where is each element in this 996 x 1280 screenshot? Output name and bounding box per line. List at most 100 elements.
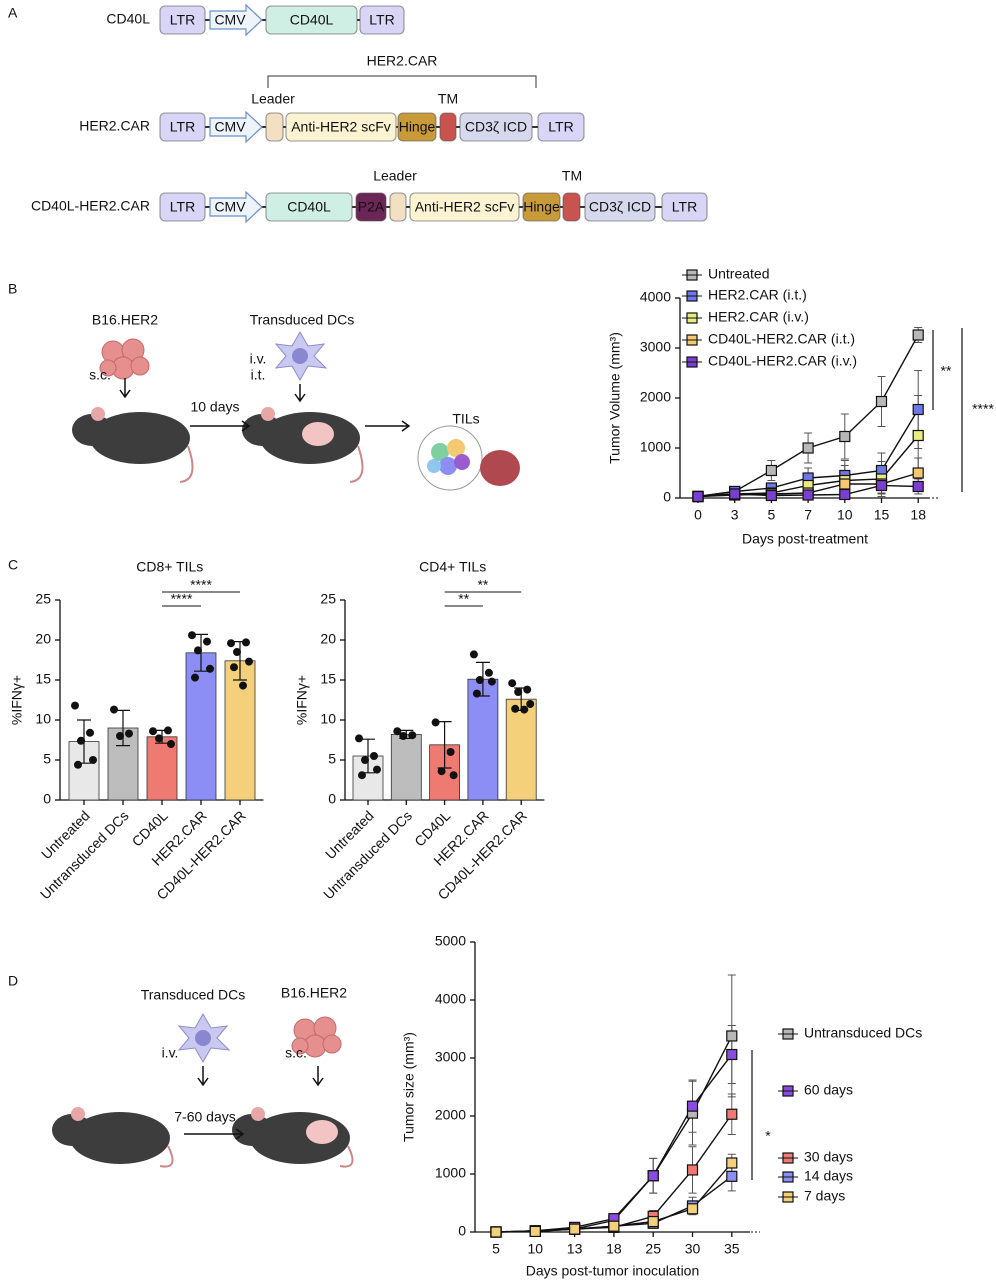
legend-label: CD40L-HER2.CAR (i.v.) bbox=[708, 353, 857, 369]
data-point bbox=[520, 705, 529, 714]
data-point bbox=[233, 648, 241, 656]
data-point bbox=[164, 726, 172, 735]
data-point bbox=[242, 638, 250, 647]
tumor-cells bbox=[291, 1016, 342, 1058]
cells-label: Transduced DCs bbox=[141, 987, 246, 1003]
schematic-b: B16.HER2 Transduced DCs s.c. i.v. i.t. 1… bbox=[72, 312, 520, 491]
mouse bbox=[72, 407, 194, 483]
element-label: CMV bbox=[214, 199, 246, 215]
element-label: LTR bbox=[672, 199, 697, 215]
data-point bbox=[125, 729, 133, 738]
marker bbox=[726, 1108, 738, 1120]
data-point bbox=[149, 727, 157, 736]
construct-name: CD40L bbox=[106, 11, 150, 27]
construct-name: HER2.CAR bbox=[79, 118, 150, 134]
data-point bbox=[361, 756, 369, 764]
element-label: CD40L bbox=[287, 199, 331, 215]
significance-label: **** bbox=[190, 577, 212, 593]
marker bbox=[729, 488, 741, 500]
tumor-cells bbox=[99, 338, 150, 380]
element-box bbox=[159, 112, 206, 142]
x-tick-label: 10 bbox=[837, 507, 853, 523]
element-box bbox=[355, 192, 387, 222]
annotation: TM bbox=[438, 91, 458, 107]
y-tick-label: 1000 bbox=[435, 1165, 466, 1181]
element-box bbox=[359, 5, 405, 35]
data-point bbox=[511, 704, 520, 713]
x-tick-label: 5 bbox=[492, 1241, 500, 1257]
element-label: Anti-HER2 scFv bbox=[415, 199, 515, 215]
legend-label: 60 days bbox=[804, 1082, 853, 1098]
arrow bbox=[312, 1066, 324, 1087]
data-point bbox=[191, 673, 199, 682]
data-point bbox=[487, 677, 496, 686]
significance-label: * bbox=[765, 1128, 771, 1144]
x-tick-label: 18 bbox=[910, 507, 926, 523]
element-box bbox=[537, 112, 585, 142]
data-point bbox=[514, 688, 523, 696]
marker bbox=[765, 489, 778, 502]
element-box bbox=[159, 5, 206, 35]
arrow bbox=[190, 420, 251, 432]
y-tick-label: 4000 bbox=[640, 289, 671, 305]
element-box bbox=[522, 192, 561, 222]
data-point bbox=[116, 732, 124, 740]
data-point bbox=[230, 663, 238, 672]
data-point bbox=[399, 732, 408, 740]
arrow bbox=[119, 378, 131, 399]
x-tick-label: 7 bbox=[804, 507, 812, 523]
panel-label: A bbox=[8, 5, 18, 21]
route-label: i.t. bbox=[251, 367, 266, 383]
significance-label: ** bbox=[477, 577, 488, 593]
element-label: CD3ζ ICD bbox=[465, 119, 527, 135]
legend-label: 14 days bbox=[804, 1168, 853, 1184]
y-axis-title: Tumor size (mm³) bbox=[401, 1032, 417, 1142]
element-box bbox=[661, 192, 708, 222]
y-tick-label: 0 bbox=[663, 489, 671, 505]
til-circle bbox=[417, 425, 483, 491]
significance-label: ** bbox=[458, 591, 469, 607]
y-tick-label: 10 bbox=[35, 711, 51, 727]
promoter-arrow bbox=[209, 3, 263, 37]
data-point bbox=[446, 748, 455, 756]
marker bbox=[802, 489, 814, 501]
bracket-label: HER2.CAR bbox=[367, 53, 438, 69]
data-point bbox=[77, 736, 85, 745]
data-point bbox=[86, 728, 94, 737]
element-label: LTR bbox=[170, 119, 195, 135]
data-point bbox=[110, 705, 118, 714]
y-tick-label: 10 bbox=[320, 711, 336, 727]
element-box bbox=[584, 192, 656, 222]
promoter-arrow bbox=[209, 190, 263, 224]
marker bbox=[839, 430, 851, 443]
annotation: Leader bbox=[373, 168, 417, 184]
element-label: Hinge bbox=[399, 119, 436, 135]
data-point bbox=[227, 639, 235, 648]
bar bbox=[185, 652, 217, 801]
chart-title: CD4+ TILs bbox=[419, 559, 486, 575]
element-label: Hinge bbox=[523, 199, 560, 215]
dc-nucleus bbox=[292, 348, 308, 364]
data-point bbox=[431, 718, 440, 727]
panel-label: C bbox=[8, 557, 18, 573]
marker bbox=[839, 478, 851, 490]
dc-nucleus bbox=[195, 1030, 211, 1046]
data-point bbox=[206, 664, 214, 673]
y-axis-title: Tumor Volume (mm³) bbox=[607, 332, 623, 464]
element-label: P2A bbox=[358, 199, 385, 215]
panel-label: B bbox=[8, 281, 17, 297]
y-axis-title: %IFNγ+ bbox=[9, 675, 25, 725]
marker bbox=[647, 1215, 659, 1228]
y-axis-title: %IFNγ+ bbox=[294, 675, 310, 725]
y-tick-label: 5 bbox=[43, 751, 51, 767]
data-point bbox=[194, 646, 202, 655]
legend-label: 7 days bbox=[804, 1188, 845, 1204]
element-label: LTR bbox=[170, 12, 195, 28]
marker bbox=[490, 1226, 502, 1238]
marker bbox=[912, 429, 924, 442]
panel-label: D bbox=[8, 973, 18, 989]
data-point bbox=[89, 756, 97, 764]
x-tick-label: 15 bbox=[874, 507, 890, 523]
bar bbox=[390, 734, 422, 801]
y-tick-label: 5 bbox=[328, 751, 336, 767]
